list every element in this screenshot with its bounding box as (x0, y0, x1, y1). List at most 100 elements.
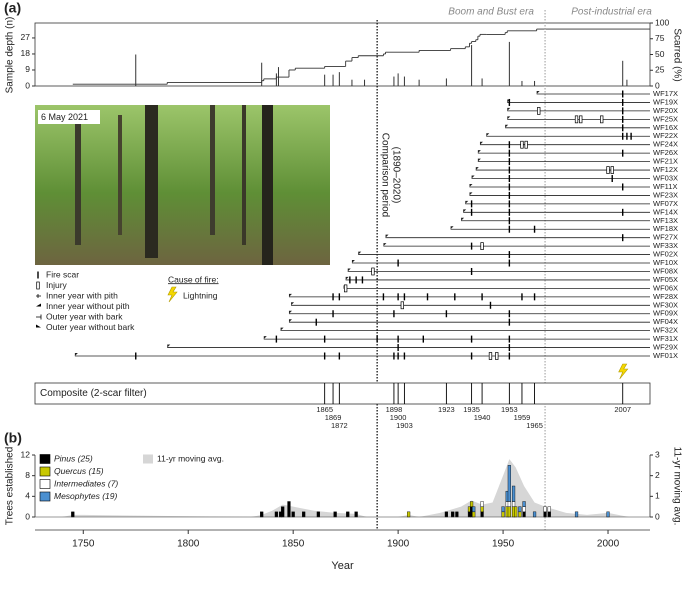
tree-label: WF06X (653, 283, 678, 292)
establishment-bar (472, 511, 476, 518)
inner-year-marker (479, 141, 483, 145)
establishment-bar (316, 511, 320, 518)
injury (488, 352, 493, 360)
inner-year-marker (461, 217, 465, 221)
composite-year: 2007 (614, 405, 631, 414)
tree-label: WF14X (653, 207, 678, 216)
composite-year: 1935 (463, 405, 480, 414)
tree-label: WF10X (653, 258, 678, 267)
injury (537, 107, 541, 115)
tree-label: WF07X (653, 199, 678, 208)
injury (606, 166, 610, 174)
y-tick-label: 0 (25, 80, 30, 90)
tree-label: WF26X (653, 148, 678, 157)
tree-label: WF30X (653, 300, 678, 309)
injury (574, 115, 579, 124)
cause-title: Cause of fire: (168, 274, 219, 284)
establishment-bar (407, 511, 411, 518)
tree-label: WF09X (653, 309, 678, 318)
y-tick-label: 4 (25, 491, 30, 501)
establishment-bar (518, 506, 522, 513)
injury (600, 115, 604, 124)
legend-label: Injury (46, 280, 68, 290)
inner-year-marker (463, 209, 467, 213)
y-tick-label: 12 (21, 449, 31, 459)
era-label: Post-industrial era (571, 7, 652, 18)
injury (610, 166, 614, 174)
establishment-bar (469, 501, 474, 507)
era-label: Boom and Bust era (448, 7, 534, 18)
tree-label: WF27X (653, 233, 678, 242)
establishment-bar (480, 511, 484, 518)
tree-label: WF24X (653, 140, 678, 149)
x-tick-label: 1900 (387, 539, 410, 550)
inner-year-marker (288, 310, 292, 314)
legend-label: Inner year with pith (46, 290, 118, 300)
establishment-bar (511, 485, 516, 502)
y2-tick-label: 3 (655, 449, 660, 459)
establishment-bar (71, 511, 75, 518)
injury (480, 242, 484, 250)
x-tick-label: 1800 (177, 539, 200, 550)
x-axis-label: Year (331, 560, 354, 572)
establishment-bar (522, 501, 526, 507)
legend-pith (36, 294, 41, 298)
y2-tick-label: 0 (655, 511, 660, 521)
legend-label: Intermediates (7) (54, 478, 118, 488)
injury (579, 115, 583, 124)
inner-year-marker (383, 243, 387, 247)
inner-year-marker (469, 192, 473, 196)
injury (495, 352, 499, 360)
composite-year: 1965 (526, 421, 543, 430)
inner-year-marker (288, 319, 292, 323)
legend-label: Pinus (25) (54, 453, 93, 463)
y-axis-label: Trees established (5, 447, 16, 526)
lightning-icon (167, 286, 178, 303)
establishment-bar (354, 511, 358, 518)
inner-year-marker (358, 251, 362, 255)
composite-year: 1903 (396, 421, 413, 430)
legend-swatch (39, 479, 51, 489)
inner-year-marker (536, 91, 540, 94)
establishment-bar (543, 511, 547, 518)
injury (371, 267, 375, 276)
inner-year-marker (347, 268, 351, 272)
injury (400, 301, 404, 310)
legend-label: Fire scar (46, 269, 79, 279)
tree-label: WF32X (653, 326, 678, 335)
establishment-bar (480, 501, 484, 507)
establishment-bar (455, 511, 459, 518)
tree-label: WF22X (653, 131, 678, 140)
establishment-bar (547, 511, 551, 518)
inner-year-marker (507, 116, 511, 120)
cause-label: Lightning (183, 290, 218, 300)
y2-tick-label: 25 (655, 65, 665, 75)
plot-frame (34, 22, 651, 87)
inner-year-marker (263, 336, 267, 340)
inner-year-marker (477, 150, 481, 154)
inner-year-marker (74, 353, 78, 356)
composite-label: Composite (2-scar filter) (40, 388, 147, 399)
y-tick-label: 27 (21, 32, 31, 42)
legend-symbol (36, 294, 41, 298)
inner-year-marker (465, 200, 469, 204)
establishment-bar (507, 465, 511, 502)
establishment-bar (543, 506, 547, 513)
tree-label: WF04X (653, 317, 678, 326)
tree-label: WF23X (653, 190, 678, 199)
composite-year: 1865 (316, 405, 333, 414)
inner-year-marker (450, 226, 454, 230)
establishment-bar (451, 511, 455, 518)
y2-axis-label: Scarred (%) (671, 28, 682, 81)
y2-tick-label: 0 (655, 80, 660, 90)
establishment-bar (532, 511, 537, 518)
tree-label: WF29X (653, 343, 678, 352)
x-tick-label: 1950 (492, 539, 515, 550)
photo (35, 105, 330, 265)
establishment-bar (302, 511, 306, 518)
composite-year: 1869 (325, 413, 342, 422)
tree-label: WF16X (653, 123, 678, 132)
establishment-bar (281, 506, 285, 518)
inner-year-marker (471, 175, 475, 179)
legend-nobark (36, 324, 41, 328)
